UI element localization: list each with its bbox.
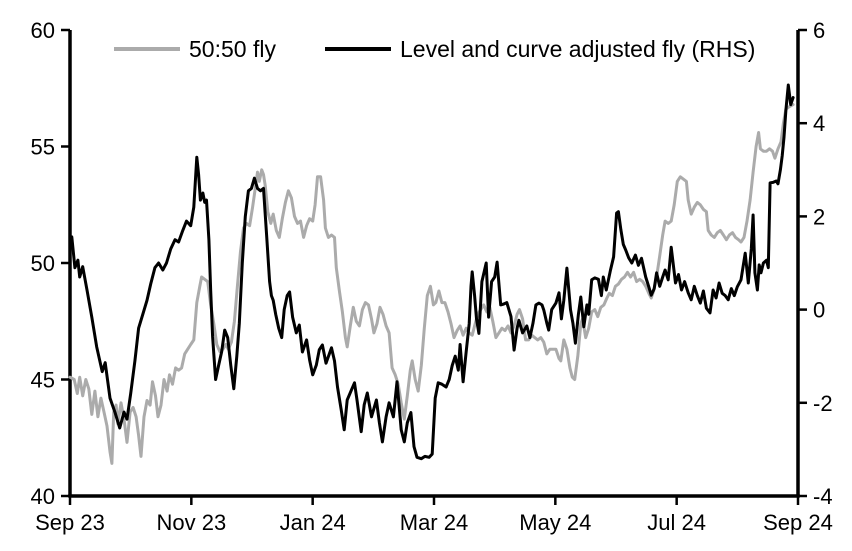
left-axis-tick-label: 40 bbox=[31, 484, 55, 509]
x-axis-tick-label: Sep 24 bbox=[763, 510, 833, 535]
right-axis-tick-label: 6 bbox=[813, 18, 825, 43]
left-axis-tick-label: 55 bbox=[31, 135, 55, 160]
x-axis-tick-label: Nov 23 bbox=[156, 510, 226, 535]
left-axis-tick-label: 50 bbox=[31, 251, 55, 276]
x-axis-tick-label: Jan 24 bbox=[280, 510, 346, 535]
x-axis-tick-label: Sep 23 bbox=[35, 510, 105, 535]
tick-labels: 40 45 50 55 60 -4 -2 0 2 4 6 Sep 23 Nov 23 Jan 24 Mar … bbox=[31, 18, 833, 535]
x-axis-tick-label: May 24 bbox=[519, 510, 591, 535]
series-line-0 bbox=[68, 103, 795, 465]
right-axis-tick-label: 0 bbox=[813, 298, 825, 323]
left-axis-tick-label: 45 bbox=[31, 368, 55, 393]
x-axis-tick-label: Mar 24 bbox=[400, 510, 468, 535]
series-line-1 bbox=[68, 83, 795, 461]
right-axis-tick-label: -4 bbox=[813, 484, 833, 509]
right-axis-tick-label: 2 bbox=[813, 204, 825, 229]
series-lines bbox=[68, 83, 795, 465]
left-axis-tick-label: 60 bbox=[31, 18, 55, 43]
x-axis-tick-label: Jul 24 bbox=[647, 510, 706, 535]
right-axis-tick-label: 4 bbox=[813, 111, 825, 136]
right-axis-tick-label: -2 bbox=[813, 391, 833, 416]
axes bbox=[61, 28, 807, 505]
